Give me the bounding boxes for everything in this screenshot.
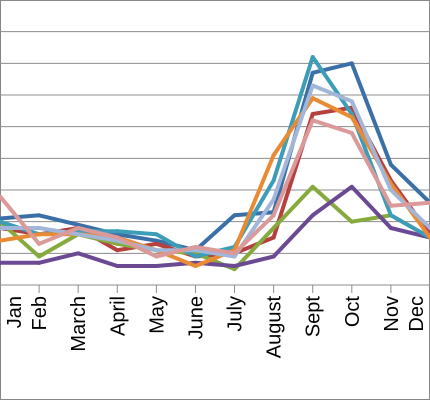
data-point [154, 254, 159, 259]
x-tick-label: August [264, 296, 286, 359]
data-point [271, 197, 276, 202]
data-point [388, 203, 393, 208]
data-point [76, 232, 81, 237]
data-point [349, 115, 354, 120]
data-point [271, 153, 276, 158]
data-point [310, 55, 315, 59]
data-point [310, 70, 315, 75]
data-point [310, 118, 315, 123]
data-point [37, 260, 42, 265]
data-point [154, 248, 159, 253]
x-tick-label: June [185, 296, 207, 339]
x-tick-label: July [225, 296, 247, 332]
data-point [310, 83, 315, 88]
data-point [115, 248, 120, 253]
data-point [349, 99, 354, 104]
data-point [37, 226, 42, 230]
x-tick-label: Dec [406, 296, 428, 332]
x-tick-label: April [107, 296, 129, 336]
data-point [271, 226, 276, 230]
data-point [76, 251, 81, 256]
series-line [0, 61, 430, 253]
data-point [232, 251, 237, 256]
data-point [271, 178, 276, 183]
data-point [388, 226, 393, 230]
data-point [310, 184, 315, 189]
data-point [76, 222, 81, 227]
data-point [349, 61, 354, 66]
data-point [310, 213, 315, 218]
series-line [0, 184, 430, 272]
data-point [0, 216, 2, 221]
x-tick-label: Jan [4, 296, 26, 328]
data-point [232, 267, 237, 272]
data-point [193, 254, 198, 259]
series-7 [0, 83, 430, 259]
series-line [0, 118, 430, 259]
data-point [37, 232, 42, 237]
series-line [0, 184, 430, 268]
data-point [193, 264, 198, 268]
data-point [349, 131, 354, 135]
data-point [115, 229, 120, 234]
data-point [115, 235, 120, 240]
data-point [310, 112, 315, 116]
series-8 [0, 118, 430, 259]
data-point [271, 254, 276, 259]
data-point [0, 238, 2, 243]
x-tick-label: March [68, 296, 90, 352]
data-point [37, 241, 42, 246]
x-tick-label: May [146, 296, 168, 334]
data-point [349, 219, 354, 224]
data-point [0, 194, 2, 199]
data-point [0, 226, 2, 230]
data-point [388, 162, 393, 167]
data-point [115, 264, 120, 268]
data-point [232, 264, 237, 268]
data-point [154, 241, 159, 246]
series-4 [0, 184, 430, 268]
x-axis [0, 284, 430, 293]
data-point [232, 254, 237, 259]
data-point [154, 238, 159, 243]
x-tick-label: Nov [381, 296, 403, 332]
x-tick-label: Oct [342, 296, 364, 328]
data-point [0, 260, 2, 265]
data-point [388, 188, 393, 192]
data-point [154, 232, 159, 237]
data-point [37, 213, 42, 218]
data-point [193, 245, 198, 249]
data-point [349, 184, 354, 189]
x-tick-label: Sept [303, 296, 325, 338]
data-point [154, 264, 159, 268]
data-point [232, 213, 237, 218]
data-point [37, 254, 42, 259]
series-line [0, 83, 430, 259]
data-point [0, 219, 2, 224]
series-lines [0, 55, 430, 272]
x-tick-label: Feb [29, 296, 51, 330]
x-axis-tick-labels: Jan Feb March April May June July August Sept Oct… [4, 296, 428, 359]
data-point [388, 213, 393, 218]
data-point [271, 213, 276, 218]
data-point [271, 235, 276, 240]
data-point [310, 96, 315, 101]
data-point [76, 226, 81, 230]
